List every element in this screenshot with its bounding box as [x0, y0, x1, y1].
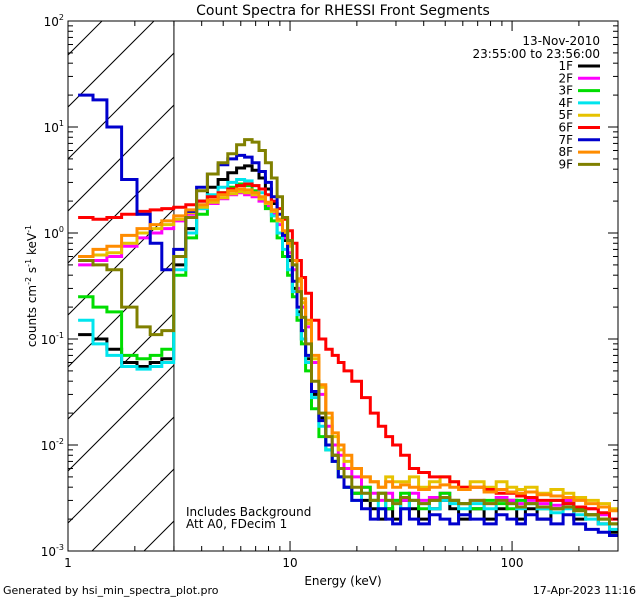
legend-label: 8F: [558, 145, 573, 159]
footer-timestamp: 17-Apr-2023 11:16: [533, 584, 636, 597]
hatch-line: [68, 52, 174, 160]
x-tick-label: 1: [64, 556, 72, 570]
time-range-label: 23:55:00 to 23:56:00: [473, 47, 600, 61]
legend-label: 5F: [558, 108, 573, 122]
hatch-line: [68, 416, 174, 524]
attenuator-hatch-region: [68, 21, 174, 551]
y-tick-label: 101: [44, 119, 64, 135]
x-tick-label: 100: [501, 556, 524, 570]
legend-label: 3F: [558, 84, 573, 98]
legend-label: 2F: [558, 71, 573, 85]
y-tick-label: 102: [44, 13, 64, 29]
series-6F: [78, 182, 618, 521]
series-9F: [78, 138, 618, 526]
legend-label: 6F: [558, 121, 573, 135]
y-tick-label: 10-3: [41, 543, 64, 559]
y-tick-label: 100: [44, 225, 64, 241]
y-tick-label: 10-1: [41, 331, 64, 347]
hatch-line: [68, 364, 174, 472]
date-label: 13-Nov-2010: [522, 34, 600, 48]
hatch-line: [68, 104, 174, 212]
legend-label: 1F: [558, 59, 573, 73]
legend-label: 4F: [558, 96, 573, 110]
series-8F: [78, 187, 618, 513]
x-axis-label: Energy (keV): [304, 574, 381, 588]
y-axis-label: counts cm-2 s-1 keV-1: [24, 225, 39, 347]
chart-title: Count Spectra for RHESSI Front Segments: [196, 3, 490, 19]
annotation-background: Includes Background: [186, 505, 311, 519]
series-layer: [78, 93, 618, 537]
legend-label: 9F: [558, 157, 573, 171]
y-tick-label: 10-2: [41, 437, 64, 453]
plot-frame: [67, 20, 619, 552]
legend-label: 7F: [558, 133, 573, 147]
hatch-line: [68, 260, 174, 368]
x-tick-label: 10: [282, 556, 297, 570]
footer-generated-by: Generated by hsi_min_spectra_plot.pro: [3, 584, 219, 597]
hatch-line: [68, 208, 174, 316]
annotation-attenuator: Att A0, FDecim 1: [186, 517, 287, 531]
axis-ticks: [67, 20, 619, 552]
